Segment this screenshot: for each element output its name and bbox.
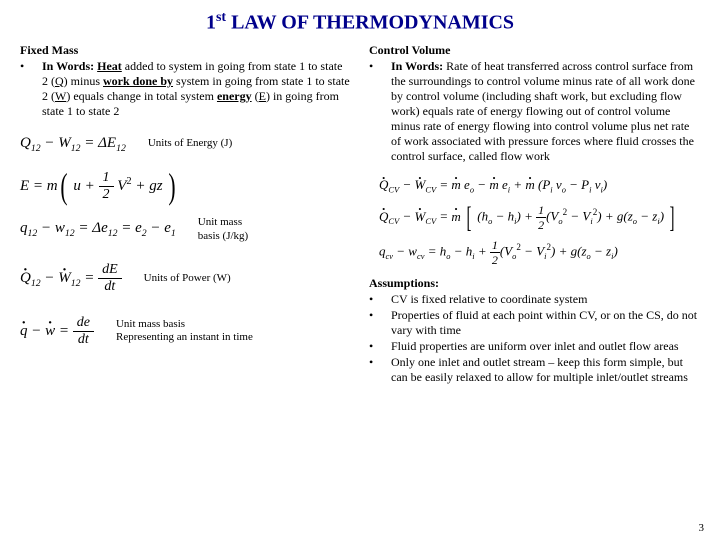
caption-instant: Unit mass basisRepresenting an instant i… xyxy=(116,318,253,346)
left-bullet-text: In Words: Heat added to system in going … xyxy=(42,59,351,119)
eq-E: E = m( u + 12 V2 + gz ) xyxy=(20,171,351,202)
eq-power: Q12 − W12 = dEdt Units of Power (W) xyxy=(20,255,351,302)
caption-units-jkg: Unit massbasis (J/kg) xyxy=(198,216,248,244)
eq-cv1: QCV − WCV = m eo − m ei + m (Pi vo − Pi … xyxy=(379,176,700,196)
assumption-item: • Only one inlet and outlet stream – kee… xyxy=(369,355,700,385)
fixed-mass-heading: Fixed Mass xyxy=(20,43,351,58)
eq-instant: q − w = dedt Unit mass basisRepresenting… xyxy=(20,308,351,355)
right-bullet: • In Words: Rate of heat transferred acr… xyxy=(369,59,700,164)
page-number: 3 xyxy=(699,522,705,534)
caption-units-j: Units of Energy (J) xyxy=(148,137,232,151)
page-title: 1st LAW OF THERMODYNAMICS xyxy=(20,10,700,35)
eq-q12-small: q12 − w12 = Δe12 = e2 − e1 Unit massbasi… xyxy=(20,210,351,249)
eq-cv2: QCV − WCV = m [ (ho − hi) + 12(Vo2 − Vi2… xyxy=(379,204,700,231)
caption-units-w: Units of Power (W) xyxy=(144,272,231,286)
right-column: Control Volume • In Words: Rate of heat … xyxy=(369,43,700,385)
left-bullet: • In Words: Heat added to system in goin… xyxy=(20,59,351,119)
assumptions-block: Assumptions: • CV is fixed relative to c… xyxy=(369,276,700,385)
two-columns: Fixed Mass • In Words: Heat added to sys… xyxy=(20,43,700,385)
assumptions-heading: Assumptions: xyxy=(369,276,700,291)
left-column: Fixed Mass • In Words: Heat added to sys… xyxy=(20,43,351,385)
assumption-item: • Fluid properties are uniform over inle… xyxy=(369,339,700,354)
assumption-item: • CV is fixed relative to coordinate sys… xyxy=(369,292,700,307)
eq-cv3: qcv − wcv = ho − hi + 12(Vo2 − Vi2) + g(… xyxy=(379,239,700,266)
assumption-item: • Properties of fluid at each point with… xyxy=(369,308,700,338)
eq-q12-w12: Q12 − W12 = ΔE12 Units of Energy (J) xyxy=(20,125,351,164)
right-bullet-text: In Words: Rate of heat transferred acros… xyxy=(391,59,700,164)
control-volume-heading: Control Volume xyxy=(369,43,700,58)
